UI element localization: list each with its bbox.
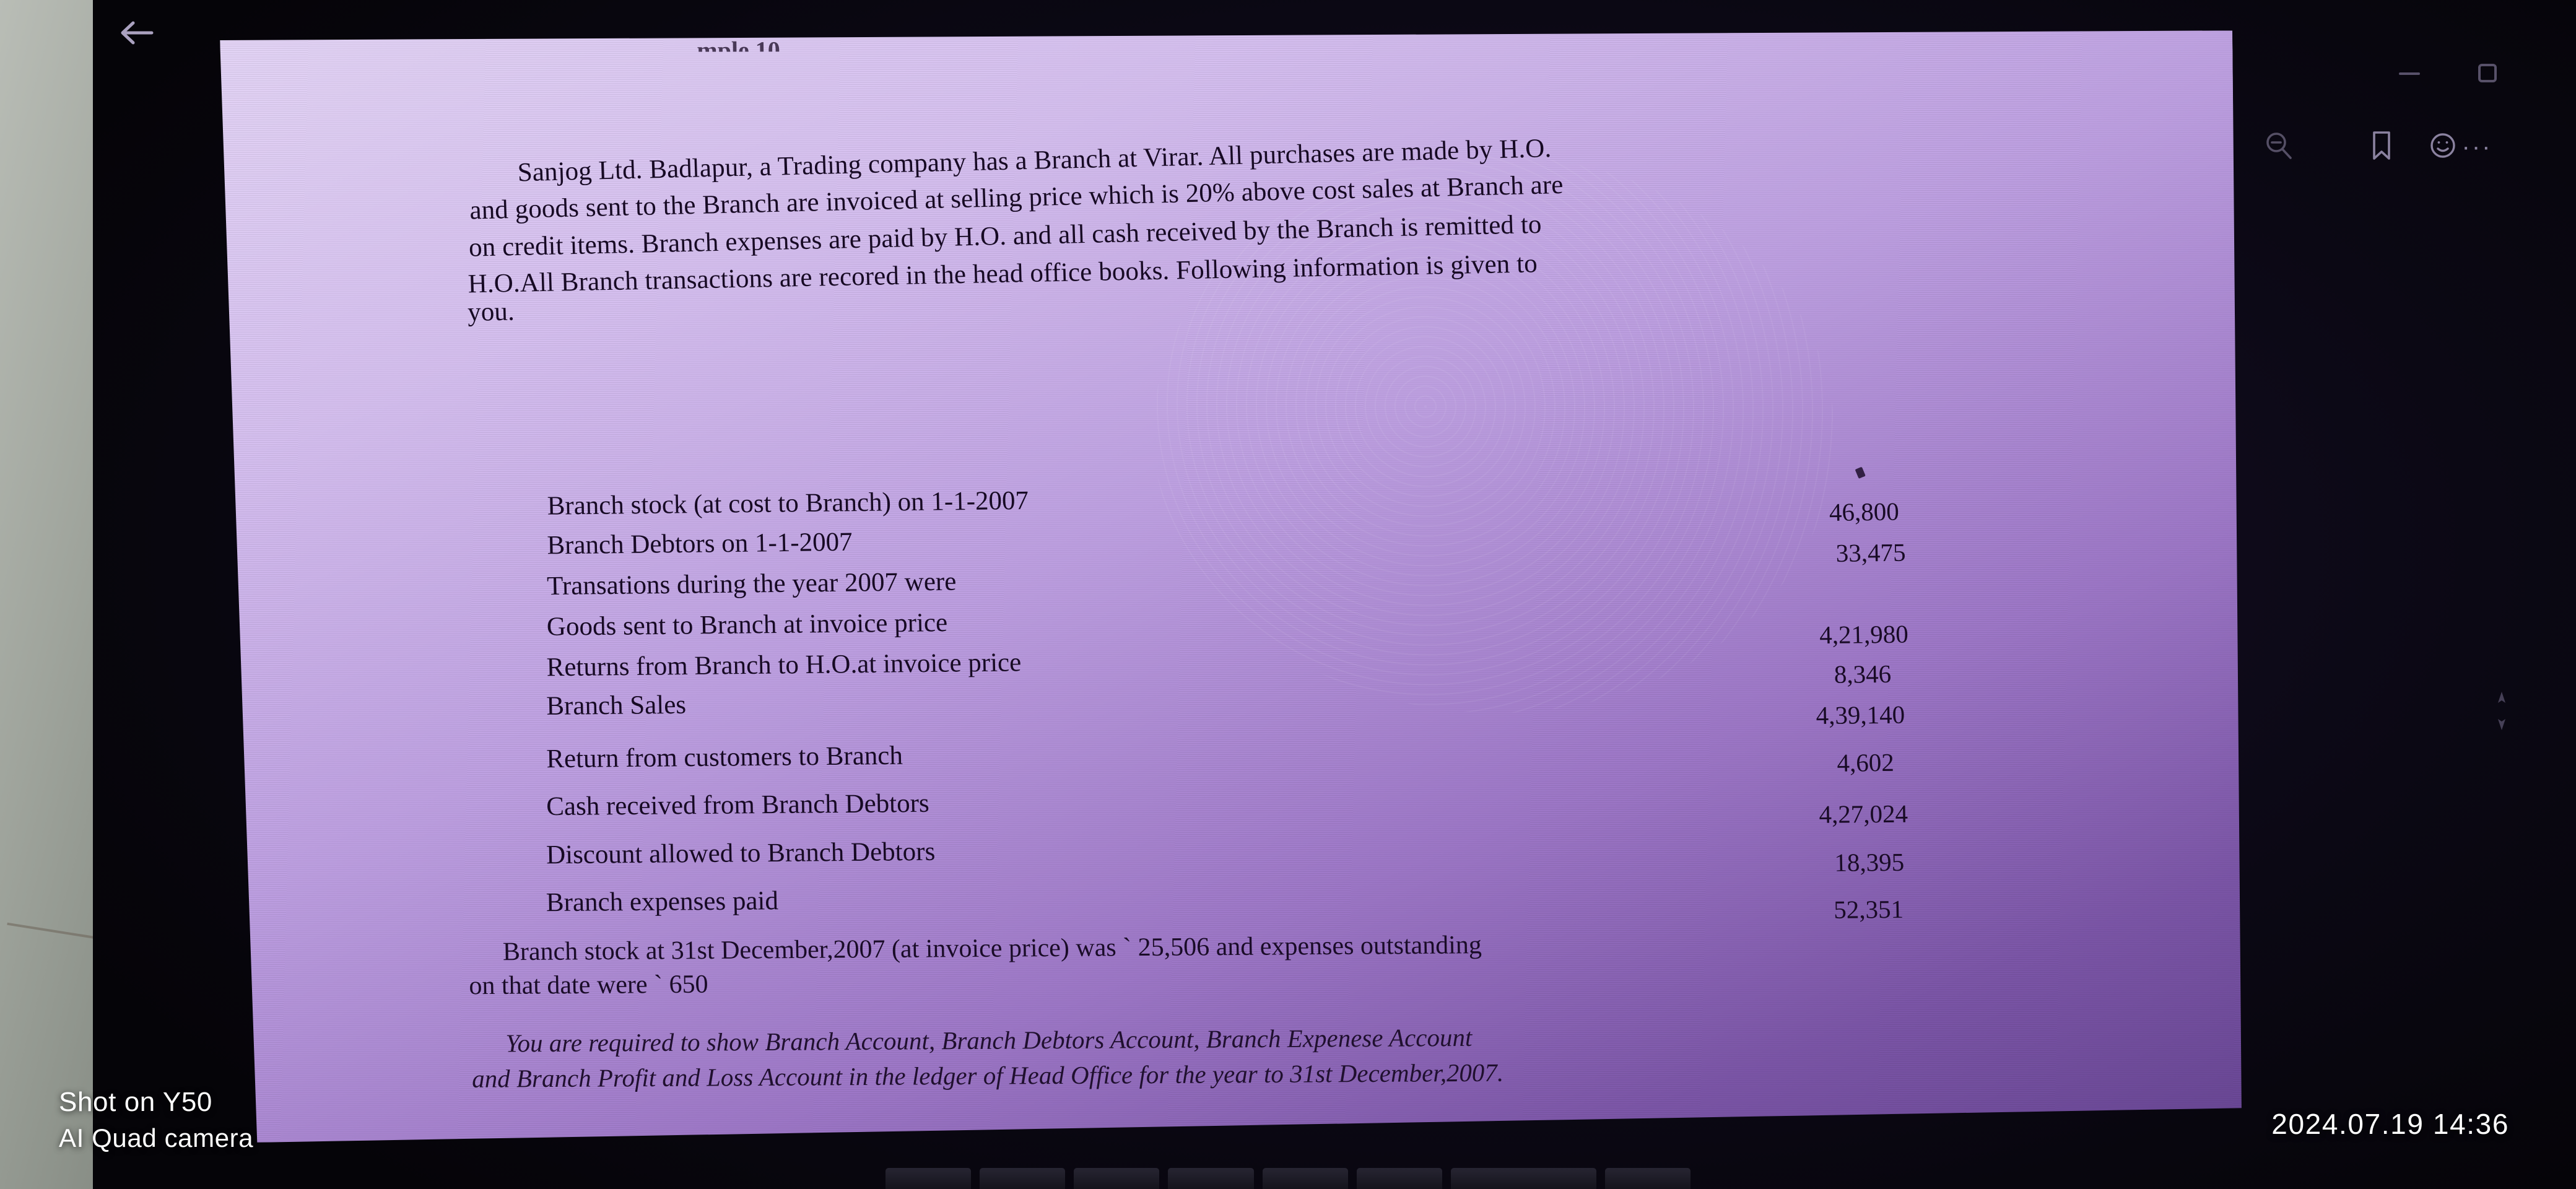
keyboard-key (980, 1168, 1066, 1189)
zoom-out-icon (2263, 129, 2295, 165)
item-label: Branch stock (at cost to Branch) on 1-1-… (547, 486, 1029, 521)
keyboard-key (1356, 1168, 1442, 1189)
photo-timestamp: 2024.07.19 14:36 (2271, 1108, 2509, 1140)
keyboard-key (1168, 1168, 1254, 1189)
keyboard-key (1262, 1168, 1348, 1189)
keyboard-key (1604, 1168, 1690, 1189)
laptop-keyboard-strip (886, 1157, 1690, 1189)
zoom-out-button[interactable] (2263, 124, 2295, 170)
document-viewer-app: 100% (93, 0, 2576, 1189)
item-amount: 18,395 (1834, 847, 1905, 877)
tail-line: on that date were ` 650 (469, 970, 708, 1001)
intro-line: you. (467, 297, 515, 327)
document-content: mple 10 Sanjog Ltd. Badlapur, a Trading … (220, 30, 2245, 1143)
emoji-button[interactable] (2427, 124, 2458, 170)
item-amount: 46,800 (1829, 497, 1900, 526)
item-label: Branch Sales (546, 690, 687, 721)
smiley-icon (2427, 130, 2458, 164)
item-amount: 8,346 (1834, 659, 1892, 689)
maximize-button[interactable] (2473, 59, 2502, 87)
item-label: Discount allowed to Branch Debtors (546, 837, 936, 870)
minimize-button[interactable] (2395, 59, 2424, 87)
back-arrow-icon (118, 17, 154, 51)
keyboard-key (1074, 1168, 1160, 1189)
item-amount: 4,39,140 (1816, 700, 1905, 730)
item-amount: 4,602 (1837, 747, 1895, 777)
more-options-button[interactable]: ··· (2461, 133, 2492, 160)
bookmark-button[interactable] (2369, 124, 2394, 170)
bookmark-icon (2369, 129, 2394, 165)
item-label: Transations during the year 2007 were (546, 567, 957, 601)
item-amount: 33,475 (1835, 538, 1906, 567)
item-amount: 4,21,980 (1819, 619, 1909, 650)
requirement-line: You are required to show Branch Account,… (505, 1022, 1473, 1058)
scroll-indicator[interactable] (2483, 672, 2520, 752)
item-label: Branch Debtors on 1-1-2007 (546, 527, 853, 560)
item-amount: 4,27,024 (1819, 799, 1908, 829)
document-page-region: mple 10 Sanjog Ltd. Badlapur, a Trading … (220, 30, 2245, 1149)
tail-line: Branch stock at 31st December,2007 (at i… (502, 931, 1482, 967)
keyboard-key (886, 1168, 972, 1189)
currency-mark (1855, 466, 1866, 479)
item-label: Goods sent to Branch at invoice price (546, 608, 948, 642)
item-label: Cash received from Branch Debtors (546, 788, 930, 822)
keyboard-key (1450, 1168, 1596, 1189)
item-label: Returns from Branch to H.O.at invoice pr… (546, 648, 1022, 682)
back-button[interactable] (108, 9, 164, 59)
watermark-line-2: AI Quad camera (59, 1123, 254, 1152)
item-amount: 52,351 (1833, 894, 1904, 924)
item-label: Return from customers to Branch (546, 741, 903, 774)
window-controls (2395, 59, 2502, 87)
item-label: Branch expenses paid (546, 886, 779, 918)
watermark-line-1: Shot on Y50 (59, 1087, 212, 1118)
viewer-topbar-left (93, 0, 341, 81)
scroll-indicator-icon (2492, 689, 2511, 736)
cut-off-heading: mple 10 (697, 36, 781, 52)
requirement-line: and Branch Profit and Loss Account in th… (471, 1058, 1504, 1093)
camera-watermark: Shot on Y50 AI Quad camera (59, 1084, 253, 1155)
